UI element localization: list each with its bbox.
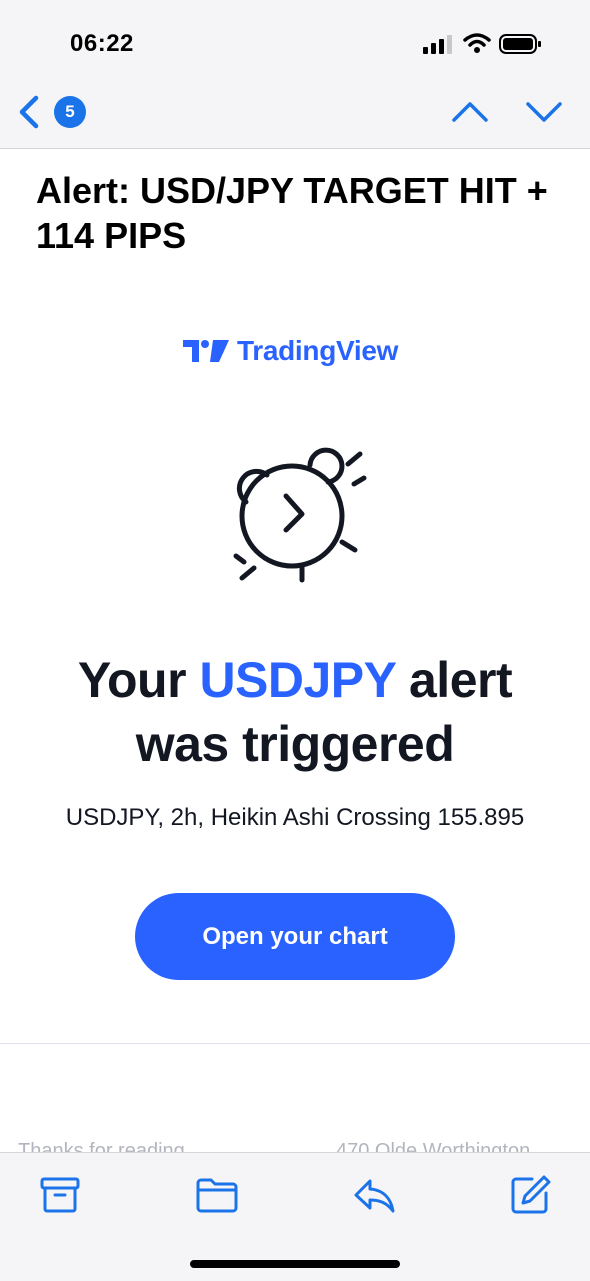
alert-headline: Your USDJPY alert was triggered: [0, 648, 590, 776]
home-indicator[interactable]: [190, 1260, 400, 1268]
brand-name: TradingView: [237, 335, 399, 366]
folder-icon[interactable]: [195, 1173, 239, 1217]
cellular-signal-icon: [423, 35, 452, 54]
reply-icon[interactable]: [352, 1173, 396, 1217]
alarm-clock-icon: [233, 447, 367, 583]
compose-icon[interactable]: [508, 1173, 552, 1217]
previous-message-chevron-up-icon[interactable]: [450, 96, 490, 126]
alert-details: USDJPY, 2h, Heikin Ashi Crossing 155.895: [65, 804, 525, 831]
email-subject: Alert: USD/JPY TARGET HIT + 114 PIPS: [36, 170, 548, 256]
tradingview-logo[interactable]: TradingView: [183, 335, 443, 369]
battery-icon: [499, 34, 541, 54]
bottom-toolbar: [0, 1152, 590, 1281]
status-time: 06:22: [70, 30, 134, 57]
headline-line-1: Your USDJPY alert: [0, 648, 590, 712]
content-divider: [0, 1043, 590, 1044]
next-message-chevron-down-icon[interactable]: [524, 96, 564, 126]
back-chevron-icon[interactable]: [12, 92, 44, 132]
unread-count-badge[interactable]: 5: [54, 96, 86, 128]
headline-line-2: was triggered: [135, 716, 455, 772]
open-chart-button[interactable]: Open your chart: [135, 893, 455, 980]
status-bar: 06:22: [0, 0, 590, 88]
headline-mid: alert: [395, 652, 513, 708]
headline-symbol: USDJPY: [199, 652, 396, 708]
tradingview-logo-mark-icon: [183, 340, 229, 362]
wifi-icon: [463, 33, 491, 53]
headline-prefix: Your: [77, 652, 200, 708]
archive-icon[interactable]: [38, 1173, 82, 1217]
mail-nav-bar: 5: [0, 88, 590, 149]
